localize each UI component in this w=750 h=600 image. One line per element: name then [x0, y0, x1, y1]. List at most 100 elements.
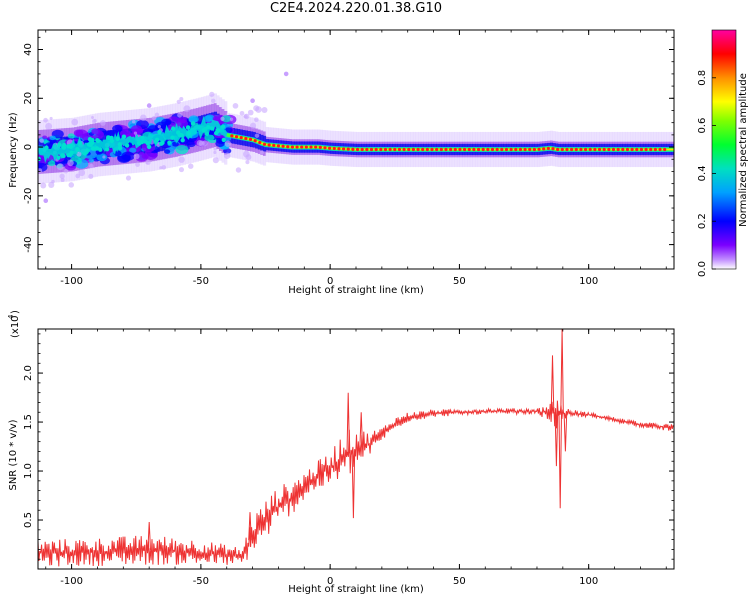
heat-speck — [188, 163, 194, 169]
ridge-peak — [625, 147, 630, 152]
ridge-dot — [124, 143, 130, 148]
heat-blob — [171, 141, 179, 147]
x-tick-label: 0 — [327, 576, 333, 587]
ridge-peak — [355, 147, 360, 152]
isolated-point — [43, 198, 49, 204]
ridge-peak — [416, 147, 420, 152]
heat-speck — [179, 96, 184, 102]
ridge-dot — [68, 144, 74, 149]
heat-blob — [188, 115, 199, 123]
isolated-point — [250, 98, 255, 104]
ridge-peak — [360, 147, 364, 152]
heat-speck — [43, 117, 48, 123]
x-tick-label: 50 — [453, 276, 466, 287]
heat-blob — [139, 151, 144, 155]
x-tick-label: 0 — [327, 276, 333, 287]
y-multiplier: (x10 4 ) — [7, 310, 21, 338]
heat-speck — [78, 169, 86, 177]
heat-blob — [130, 125, 143, 134]
ridge-peak — [295, 145, 299, 149]
colorbar-tick-label: 0.8 — [697, 70, 708, 86]
ridge-peak — [258, 140, 262, 145]
heat-speck — [178, 156, 185, 163]
heat-blob — [186, 140, 196, 148]
ridge-peak — [560, 147, 564, 152]
snr-spike — [346, 392, 350, 454]
ridge-dot — [94, 146, 100, 151]
ridge-dot — [221, 137, 227, 143]
heat-blob — [215, 140, 225, 147]
heat-speck — [261, 107, 268, 113]
heat-blob — [88, 158, 95, 163]
heat-speck — [183, 105, 191, 113]
ridge-peak — [630, 147, 634, 152]
heat-speck — [60, 178, 65, 183]
heat-speck — [131, 119, 136, 124]
ridge-peak — [397, 147, 402, 152]
heat-speck — [229, 117, 234, 121]
ridge-dot — [170, 135, 175, 140]
ridge-peak — [449, 147, 453, 152]
ridge-peak — [593, 147, 597, 152]
ridge-peak — [537, 147, 541, 151]
y-tick-label: -20 — [23, 188, 34, 204]
snr-spike — [147, 521, 151, 550]
colorbar-tick-label: 0.6 — [697, 118, 708, 134]
heat-speck — [91, 119, 97, 124]
ridge-peak — [453, 147, 457, 152]
ridge-peak — [314, 145, 318, 149]
heat-blob — [96, 153, 108, 162]
heat-blob — [141, 153, 149, 159]
heat-speck — [177, 112, 183, 118]
heat-speck — [145, 160, 151, 165]
heat-speck — [245, 160, 250, 165]
ridge-dot — [171, 126, 176, 131]
ridge-peak — [369, 147, 374, 152]
ridge-peak — [649, 147, 653, 152]
ridge-peak — [486, 147, 490, 152]
y-tick-label: 1.5 — [23, 414, 34, 430]
ridge-peak — [542, 147, 546, 151]
x-axis-bottom: -100 -50 0 50 100 — [45, 329, 667, 587]
colorbar-gradient — [711, 29, 737, 270]
ridge-peak — [514, 147, 518, 152]
snr-spike — [558, 412, 562, 509]
heat-speck — [235, 167, 242, 173]
ridge-peak — [570, 147, 574, 152]
ridge-peak — [290, 145, 294, 149]
ridge-peak — [346, 147, 350, 151]
heat-speck — [161, 165, 167, 170]
heat-speck — [159, 166, 163, 170]
heat-speck — [56, 163, 64, 171]
ridge-peak — [467, 147, 471, 152]
ridge-peak — [425, 147, 429, 152]
ridge-dot — [213, 130, 219, 136]
ridge-peak — [337, 147, 341, 151]
snr-series — [38, 400, 674, 567]
ridge-peak — [328, 146, 332, 150]
heat-speck — [90, 116, 95, 120]
ridge-dot — [115, 136, 120, 142]
ridge-peak — [658, 147, 662, 152]
y-tick-label: 40 — [23, 43, 34, 56]
heat-blob — [91, 128, 101, 135]
ridge-dot — [206, 124, 211, 130]
heat-blob — [49, 135, 56, 141]
y-tick-label: 1.0 — [23, 463, 34, 479]
heat-speck — [154, 112, 160, 118]
ridge-dot — [179, 133, 184, 138]
ridge-dot — [104, 147, 110, 152]
x-axis-label-bottom: Height of straight line (km) — [288, 584, 424, 595]
ridge-peak — [439, 147, 443, 152]
ridge-peak — [435, 147, 439, 152]
heat-speck — [178, 167, 185, 173]
heat-speck — [254, 117, 259, 123]
x-axis-top: -100 -50 0 50 100 — [45, 30, 667, 287]
heat-speck — [71, 118, 79, 126]
ridge-peak — [509, 147, 513, 152]
snr-spike — [550, 355, 555, 413]
ridge-dot — [157, 129, 162, 135]
ridge-peak — [546, 146, 550, 151]
heat-speck — [232, 102, 239, 109]
